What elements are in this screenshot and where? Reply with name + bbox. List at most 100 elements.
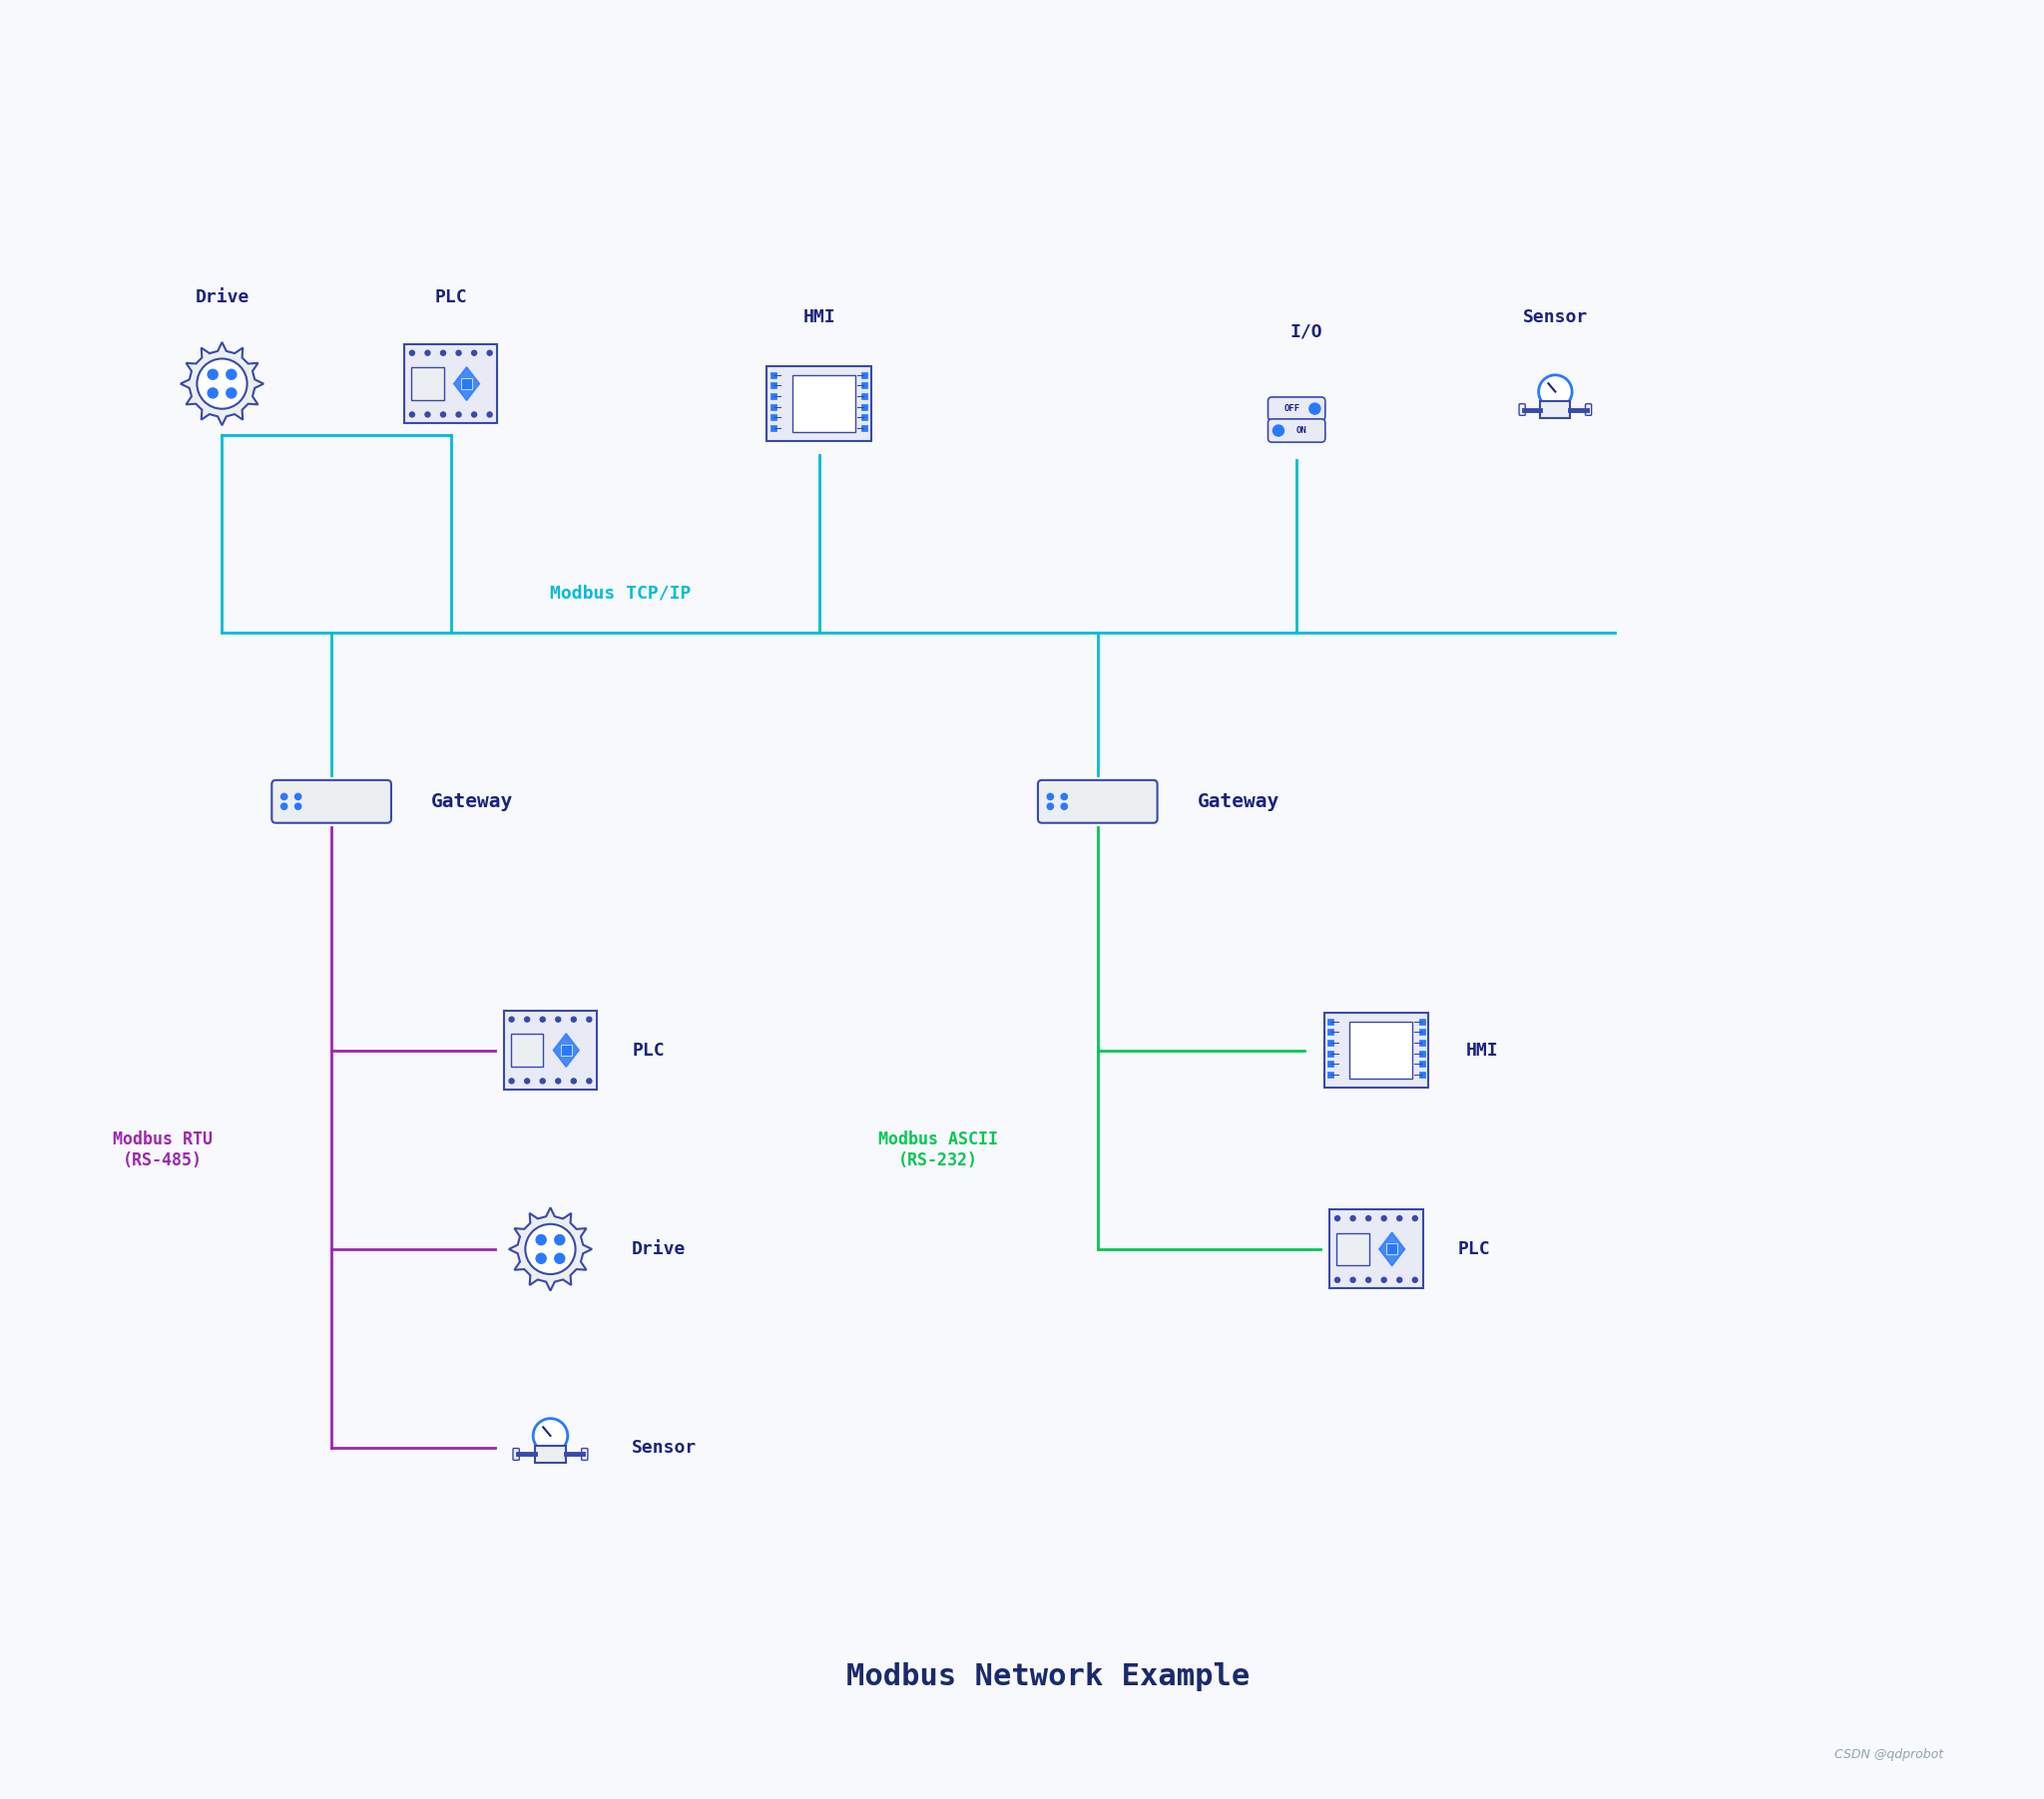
Circle shape <box>556 1078 560 1083</box>
Circle shape <box>1382 1277 1386 1283</box>
Circle shape <box>442 412 446 417</box>
Text: Sensor: Sensor <box>1523 308 1588 326</box>
FancyBboxPatch shape <box>1419 1040 1425 1045</box>
Polygon shape <box>454 367 480 401</box>
Circle shape <box>1412 1216 1419 1222</box>
FancyBboxPatch shape <box>411 367 444 399</box>
Circle shape <box>1351 1277 1355 1283</box>
Text: CSDN @qdprobot: CSDN @qdprobot <box>1833 1749 1944 1761</box>
FancyBboxPatch shape <box>863 394 867 399</box>
Circle shape <box>1310 403 1320 414</box>
Text: OFF: OFF <box>1284 405 1300 414</box>
Circle shape <box>227 389 237 398</box>
Text: Modbus TCP/IP: Modbus TCP/IP <box>550 585 691 603</box>
Text: Modbus Network Example: Modbus Network Example <box>846 1662 1249 1691</box>
FancyBboxPatch shape <box>580 1448 589 1461</box>
Circle shape <box>533 1418 568 1454</box>
FancyBboxPatch shape <box>1419 1051 1425 1056</box>
FancyBboxPatch shape <box>272 781 390 822</box>
FancyBboxPatch shape <box>1386 1243 1398 1254</box>
Circle shape <box>472 351 476 356</box>
Text: HMI: HMI <box>1466 1042 1498 1060</box>
Circle shape <box>456 412 462 417</box>
FancyBboxPatch shape <box>1329 1061 1333 1067</box>
Circle shape <box>1061 804 1067 810</box>
FancyBboxPatch shape <box>1419 1029 1425 1034</box>
Text: Gateway: Gateway <box>1198 792 1280 811</box>
Circle shape <box>456 351 462 356</box>
Circle shape <box>525 1223 576 1274</box>
FancyBboxPatch shape <box>863 383 867 389</box>
Circle shape <box>1047 793 1053 801</box>
FancyBboxPatch shape <box>1541 401 1570 417</box>
FancyBboxPatch shape <box>1331 1209 1423 1288</box>
Circle shape <box>536 1254 546 1263</box>
Circle shape <box>525 1078 529 1083</box>
FancyBboxPatch shape <box>863 403 867 410</box>
Text: HMI: HMI <box>803 308 836 326</box>
Circle shape <box>425 412 429 417</box>
FancyBboxPatch shape <box>1586 403 1592 416</box>
Circle shape <box>554 1234 564 1245</box>
Circle shape <box>208 369 219 380</box>
Text: Drive: Drive <box>632 1240 687 1258</box>
FancyBboxPatch shape <box>1329 1018 1333 1024</box>
FancyBboxPatch shape <box>1038 781 1157 822</box>
Circle shape <box>196 358 247 408</box>
Circle shape <box>1061 793 1067 801</box>
Text: PLC: PLC <box>435 288 468 306</box>
Circle shape <box>280 804 288 810</box>
FancyBboxPatch shape <box>536 1446 566 1463</box>
FancyBboxPatch shape <box>793 376 854 432</box>
FancyBboxPatch shape <box>511 1034 544 1067</box>
FancyBboxPatch shape <box>1337 1232 1369 1265</box>
Text: Modbus RTU
(RS-485): Modbus RTU (RS-485) <box>112 1130 213 1169</box>
FancyBboxPatch shape <box>771 414 777 421</box>
Circle shape <box>1351 1216 1355 1222</box>
Circle shape <box>1335 1277 1341 1283</box>
FancyBboxPatch shape <box>1267 419 1325 443</box>
Circle shape <box>525 1016 529 1022</box>
FancyBboxPatch shape <box>1329 1072 1333 1078</box>
FancyBboxPatch shape <box>863 414 867 421</box>
FancyBboxPatch shape <box>1349 1022 1412 1079</box>
Circle shape <box>486 412 493 417</box>
Circle shape <box>540 1078 546 1083</box>
Polygon shape <box>1380 1232 1404 1266</box>
FancyBboxPatch shape <box>513 1448 519 1461</box>
Circle shape <box>540 1016 546 1022</box>
FancyBboxPatch shape <box>771 383 777 389</box>
FancyBboxPatch shape <box>1329 1051 1333 1056</box>
Circle shape <box>554 1254 564 1263</box>
Circle shape <box>486 351 493 356</box>
FancyBboxPatch shape <box>771 372 777 378</box>
FancyBboxPatch shape <box>771 403 777 410</box>
Polygon shape <box>509 1207 593 1290</box>
Circle shape <box>1335 1216 1341 1222</box>
Circle shape <box>587 1016 591 1022</box>
Polygon shape <box>554 1033 578 1067</box>
FancyBboxPatch shape <box>1329 1040 1333 1045</box>
FancyBboxPatch shape <box>771 394 777 399</box>
Circle shape <box>472 412 476 417</box>
Circle shape <box>509 1016 515 1022</box>
Circle shape <box>280 793 288 801</box>
Circle shape <box>208 389 219 398</box>
FancyBboxPatch shape <box>771 425 777 432</box>
Text: PLC: PLC <box>632 1042 664 1060</box>
Circle shape <box>1273 425 1284 435</box>
Text: Drive: Drive <box>194 288 249 306</box>
Polygon shape <box>180 342 264 425</box>
FancyBboxPatch shape <box>405 344 497 423</box>
Circle shape <box>1396 1216 1402 1222</box>
FancyBboxPatch shape <box>1329 1029 1333 1034</box>
Text: I/O: I/O <box>1290 324 1322 342</box>
Circle shape <box>442 351 446 356</box>
Text: Sensor: Sensor <box>632 1439 697 1457</box>
FancyBboxPatch shape <box>863 425 867 432</box>
Text: Gateway: Gateway <box>431 792 513 811</box>
Circle shape <box>1047 804 1053 810</box>
Circle shape <box>1382 1216 1386 1222</box>
Circle shape <box>425 351 429 356</box>
Circle shape <box>294 804 300 810</box>
